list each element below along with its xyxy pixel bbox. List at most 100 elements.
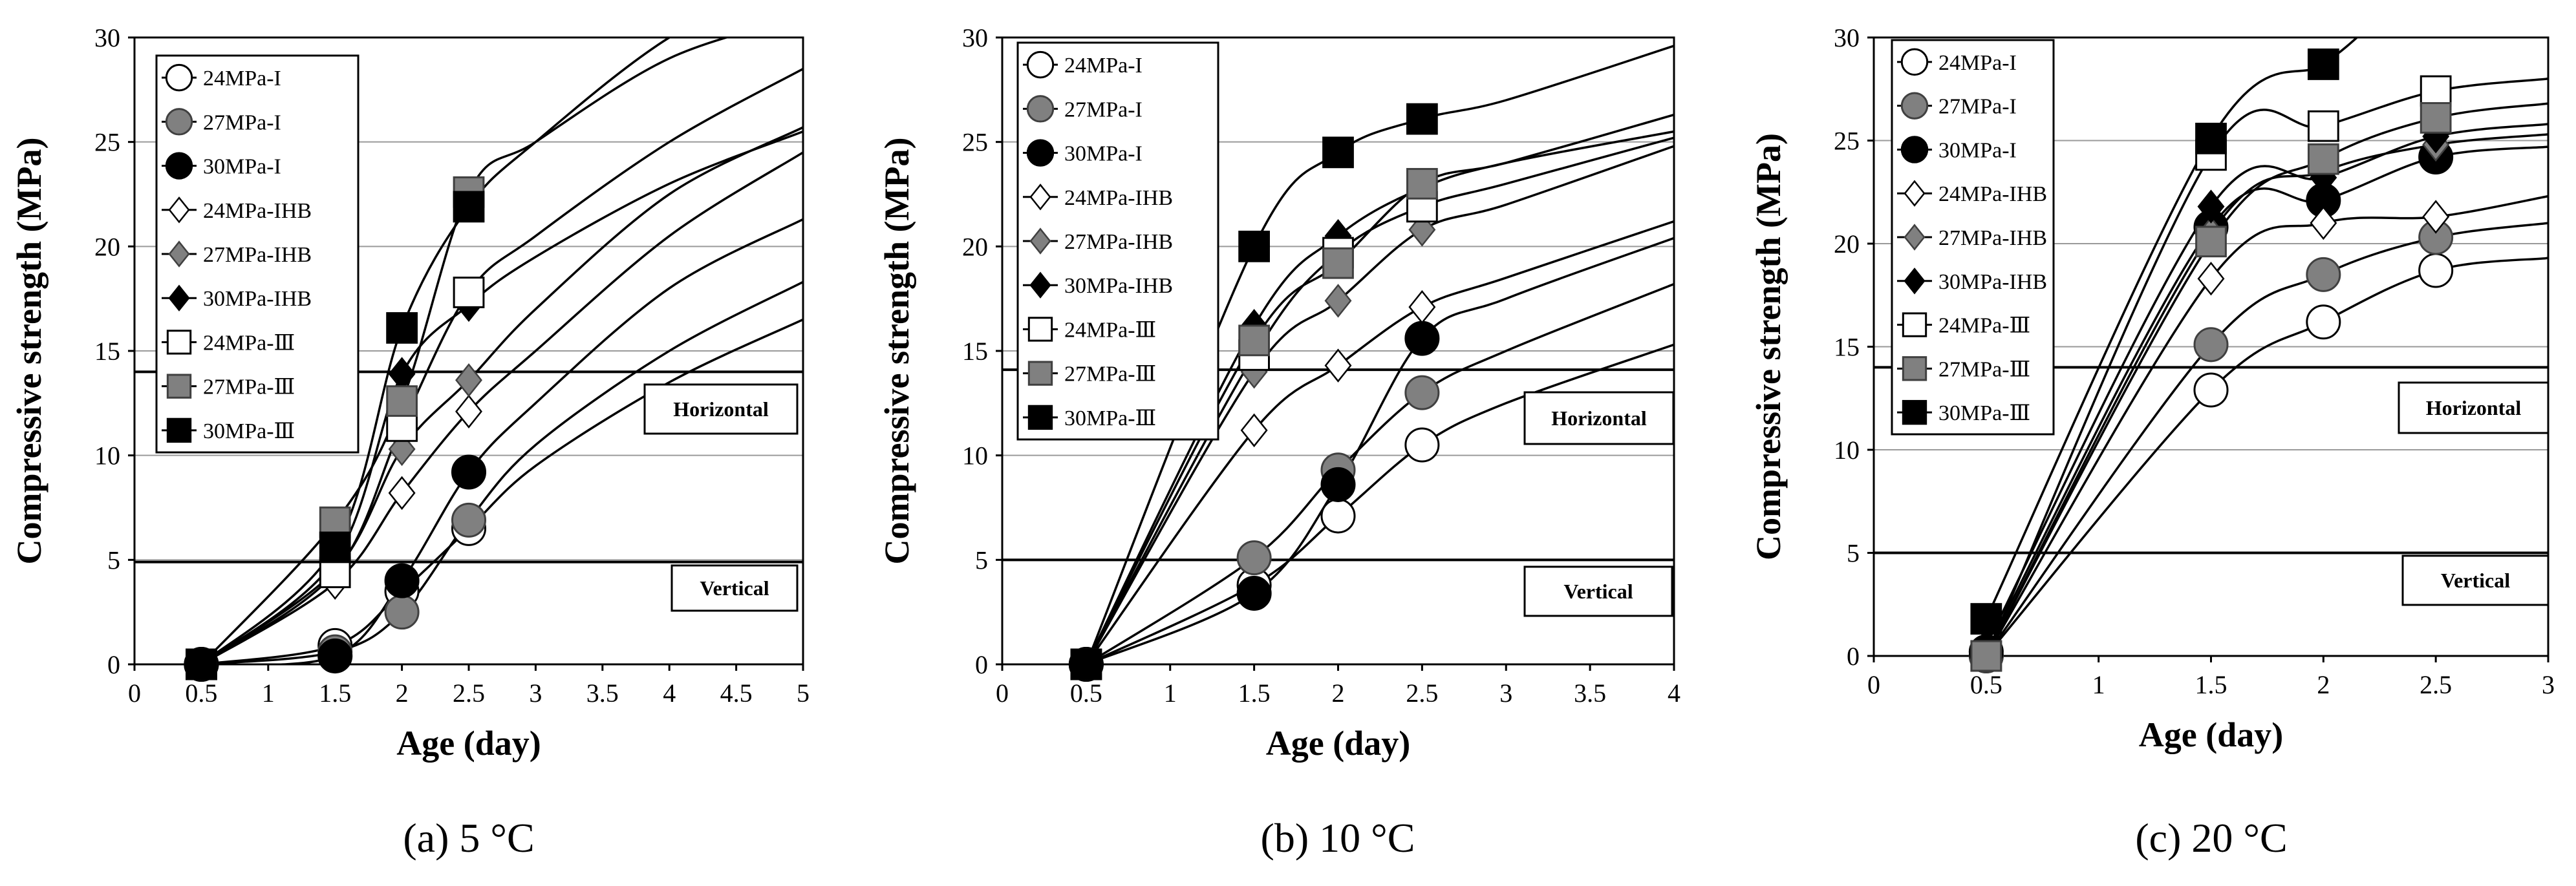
x-tick-label: 1.5 — [319, 679, 351, 708]
series-line — [1985, 222, 2548, 656]
legend-marker — [1029, 227, 1051, 255]
x-tick-label: 1 — [1164, 679, 1177, 708]
y-axis-title: Compressive strength (MPa) — [877, 138, 916, 565]
legend-marker — [1029, 184, 1051, 211]
data-point — [1406, 103, 1438, 135]
legend-marker — [166, 374, 192, 399]
x-tick-label: 3.5 — [586, 679, 619, 708]
data-point — [1408, 290, 1436, 324]
x-tick-label: 1 — [2092, 670, 2105, 699]
y-tick-label: 30 — [1834, 23, 1860, 52]
reference-label-box — [2398, 381, 2549, 434]
legend-marker — [1029, 271, 1051, 299]
legend-label: 24MPa-Ⅲ — [1064, 318, 1156, 342]
data-point — [1406, 167, 1438, 200]
reference-label: Horizontal — [1551, 406, 1647, 430]
data-point — [455, 394, 482, 428]
data-point — [451, 454, 487, 490]
y-tick-label: 0 — [1847, 642, 1860, 671]
data-point — [1322, 136, 1354, 169]
y-tick-label: 30 — [94, 23, 120, 52]
y-tick-label: 25 — [962, 128, 988, 157]
legend-label: 27MPa-Ⅲ — [1938, 357, 2030, 381]
series-line — [1985, 195, 2548, 656]
y-tick-label: 10 — [1834, 436, 1860, 465]
x-tick-label: 3 — [529, 679, 542, 708]
x-tick-label: 2 — [2317, 670, 2330, 699]
x-tick-label: 5 — [797, 679, 810, 708]
series-line — [1085, 282, 1674, 664]
legend-label: 30MPa-IHB — [203, 287, 312, 311]
y-tick-label: 20 — [1834, 229, 1860, 258]
data-point — [455, 363, 482, 397]
chart-5c: 0 5 10 15 20 25 30 0 0.5 1 1.5 2 2.5 3 3.5 4 4.5 5 Age (da… — [10, 23, 810, 861]
data-point — [1322, 247, 1354, 279]
x-tick-label: 0.5 — [1070, 679, 1102, 708]
chart-20c: 0 5 10 15 20 25 30 0 0.5 1 1.5 2 2.5 3 Age (day) Compre… — [1749, 23, 2555, 861]
legend-label: 24MPa-I — [1064, 54, 1143, 78]
data-point — [1240, 413, 1268, 448]
data-point — [2422, 200, 2450, 234]
legend-marker — [165, 108, 193, 136]
data-point — [319, 531, 351, 564]
series-line — [1985, 257, 2548, 656]
x-tick-label: 2.5 — [2420, 670, 2452, 699]
x-tick-label: 2 — [396, 679, 409, 708]
data-point — [2310, 206, 2337, 240]
data-point — [453, 191, 485, 223]
data-point — [2420, 75, 2452, 107]
legend-marker — [1026, 139, 1055, 167]
legend-label: 27MPa-IHB — [1064, 230, 1173, 254]
reference-label: Vertical — [1563, 580, 1633, 603]
data-point — [1970, 603, 2002, 635]
legend-marker — [1902, 356, 1927, 381]
chart-caption: (c) 20 °C — [2135, 815, 2287, 861]
data-point — [1408, 213, 1436, 247]
data-point — [2307, 143, 2339, 175]
legend-marker — [1904, 224, 1926, 251]
y-tick-label: 25 — [94, 128, 120, 157]
x-tick-label: 3 — [2542, 670, 2555, 699]
x-tick-label: 3.5 — [1574, 679, 1606, 708]
x-tick-label: 4.5 — [720, 679, 753, 708]
x-axis-title: Age (day) — [1266, 724, 1410, 763]
legend-marker — [1027, 317, 1053, 342]
chart-caption: (a) 5 °C — [403, 815, 534, 861]
chart-caption: (b) 10 °C — [1261, 815, 1415, 861]
legend-marker — [1900, 48, 1929, 76]
y-tick-label: 10 — [94, 441, 120, 470]
x-axis-title: Age (day) — [2139, 715, 2283, 754]
data-point — [1070, 648, 1102, 680]
data-point — [2307, 48, 2339, 80]
reference-label: Horizontal — [2426, 396, 2522, 419]
data-point — [384, 563, 420, 598]
legend-marker — [166, 330, 192, 355]
x-tick-label: 1.5 — [2195, 670, 2227, 699]
y-tick-label: 20 — [962, 232, 988, 261]
data-point — [2306, 257, 2341, 292]
data-point — [386, 385, 418, 417]
data-point — [2420, 102, 2452, 134]
reference-label-box — [1523, 391, 1675, 445]
legend-label: 24MPa-IHB — [203, 199, 312, 223]
series-line — [1985, 133, 2548, 656]
legend-marker — [168, 284, 190, 311]
y-tick-label: 15 — [1834, 333, 1860, 362]
chart-10c: 0 5 10 15 20 25 30 0 0.5 1 1.5 2 2.5 3 3.5 4 Age (day) Co… — [877, 23, 1680, 861]
y-axis-title: Compressive strength (MPa) — [10, 138, 48, 565]
x-tick-label: 0 — [1867, 670, 1880, 699]
data-point — [1236, 576, 1272, 611]
legend-marker — [1026, 95, 1055, 123]
x-tick-label: 2 — [1332, 679, 1345, 708]
x-tick-label: 0.5 — [185, 679, 217, 708]
x-tick-label: 2.5 — [1406, 679, 1438, 708]
data-point — [1324, 348, 1352, 383]
y-tick-label: 5 — [975, 545, 988, 575]
data-point — [384, 595, 420, 630]
legend-label: 27MPa-IHB — [1938, 226, 2047, 250]
reference-label: Horizontal — [673, 397, 769, 421]
legend-label: 30MPa-IHB — [1938, 270, 2047, 294]
x-tick-label: 1 — [262, 679, 275, 708]
legend-marker — [1026, 50, 1055, 79]
